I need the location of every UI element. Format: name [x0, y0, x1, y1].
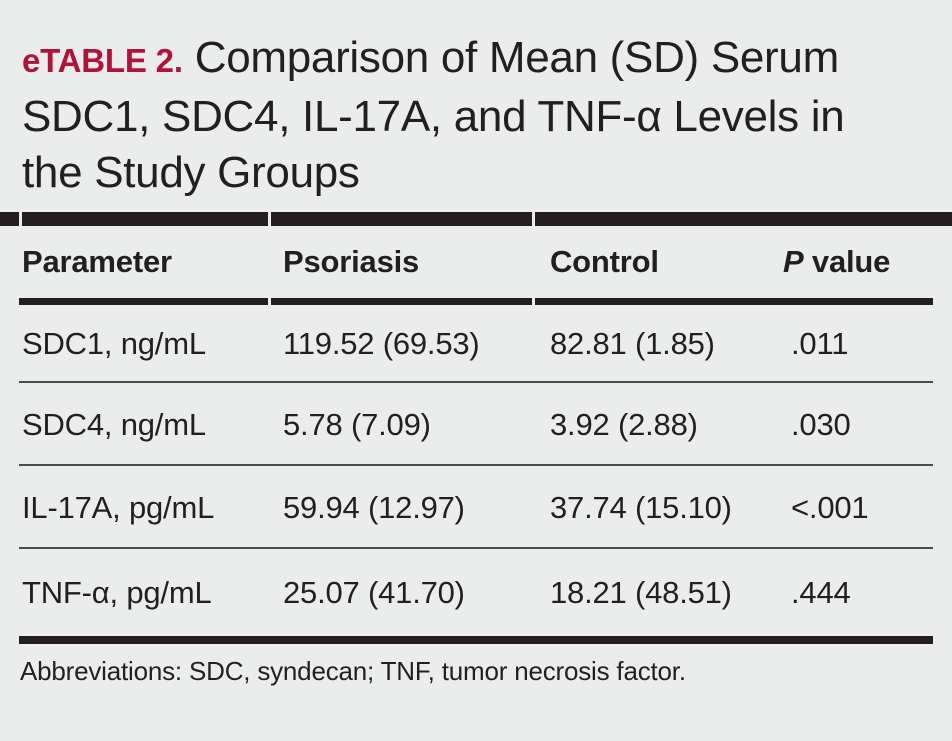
- title-text-1: Comparison of Mean (SD) Serum: [194, 33, 840, 82]
- cell-p-value: .444: [791, 575, 851, 610]
- cell-psoriasis: 119.52 (69.53): [283, 325, 480, 361]
- header-bottom-rule: [19, 298, 933, 305]
- table-bottom-rule: [19, 636, 933, 644]
- table-number-label: eTABLE 2.: [22, 42, 183, 79]
- cell-p-value: <.001: [791, 489, 869, 525]
- row-separator: [19, 464, 933, 466]
- cell-p-value: .011: [791, 325, 849, 361]
- table-header-row: Parameter Psoriasis Control P value: [19, 230, 933, 294]
- column-header-control: Control: [550, 244, 659, 279]
- cell-parameter: SDC4, ng/mL: [22, 406, 206, 442]
- title-line-1: eTABLE 2. Comparison of Mean (SD) Serum: [22, 30, 934, 89]
- cell-control: 37.74 (15.10): [550, 489, 732, 525]
- title-line-3: the Study Groups: [22, 148, 360, 197]
- rule-gap: [268, 298, 271, 305]
- cell-control: 82.81 (1.85): [550, 325, 715, 361]
- rule-gap: [268, 212, 271, 226]
- row-separator: [19, 381, 933, 383]
- abbreviations-footnote: Abbreviations: SDC, syndecan; TNF, tumor…: [20, 656, 686, 686]
- cell-control: 3.92 (2.88): [550, 406, 698, 442]
- table-row: TNF-α, pg/mL 25.07 (41.70) 18.21 (48.51)…: [19, 550, 933, 636]
- cell-control: 18.21 (48.51): [550, 575, 732, 610]
- cell-parameter: SDC1, ng/mL: [22, 325, 206, 361]
- rule-gap: [532, 298, 535, 305]
- table-row: IL-17A, pg/mL 59.94 (12.97) 37.74 (15.10…: [19, 467, 933, 548]
- rule-gap: [532, 212, 535, 226]
- cell-psoriasis: 25.07 (41.70): [283, 575, 465, 610]
- table-row: SDC4, ng/mL 5.78 (7.09) 3.92 (2.88) .030: [19, 384, 933, 465]
- column-header-psoriasis: Psoriasis: [283, 244, 420, 279]
- title-line-2: SDC1, SDC4, IL-17A, and TNF-α Levels in: [22, 92, 845, 141]
- p-value-italic-p: P: [783, 244, 804, 279]
- p-value-rest: value: [803, 244, 891, 279]
- table-row: SDC1, ng/mL 119.52 (69.53) 82.81 (1.85) …: [19, 305, 933, 382]
- cell-parameter: TNF-α, pg/mL: [22, 575, 212, 610]
- column-header-p-value: P value: [765, 244, 933, 280]
- page-title: eTABLE 2. Comparison of Mean (SD) Serum …: [22, 30, 934, 201]
- rule-gap: [19, 212, 22, 226]
- cell-parameter: IL-17A, pg/mL: [22, 489, 215, 525]
- table-top-rule: [0, 212, 952, 226]
- cell-psoriasis: 59.94 (12.97): [283, 489, 465, 525]
- cell-p-value: .030: [791, 406, 851, 442]
- row-separator: [19, 547, 933, 549]
- column-header-parameter: Parameter: [22, 244, 172, 279]
- cell-psoriasis: 5.78 (7.09): [283, 406, 431, 442]
